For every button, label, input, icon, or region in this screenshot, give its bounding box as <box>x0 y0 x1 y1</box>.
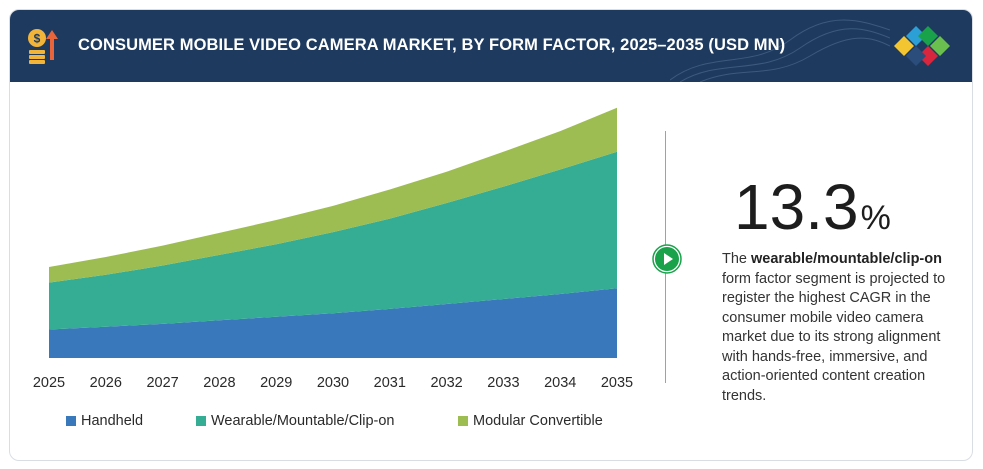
area-modular <box>49 107 617 283</box>
x-tick-label: 2027 <box>146 375 178 391</box>
legend-label-handheld: Handheld <box>81 413 144 429</box>
x-tick-label: 2032 <box>430 375 462 391</box>
x-tick-label: 2026 <box>90 375 122 391</box>
cagr-description: The wearable/mountable/clip-on form fact… <box>722 250 954 406</box>
desc-pre: The <box>722 251 752 267</box>
legend-item-handheld: Handheld <box>66 413 143 429</box>
svg-text:$: $ <box>34 32 41 46</box>
diamond-logo-icon <box>894 26 950 66</box>
play-icon <box>652 244 682 274</box>
chart-card: $ CONSUMER MOBILE VIDEO CAMERA MARKET, B… <box>9 9 973 461</box>
x-tick-label: 2033 <box>487 375 519 391</box>
x-tick-label: 2035 <box>601 375 633 391</box>
cagr-number: 13.3 <box>734 171 859 243</box>
legend-item-wearable: Wearable/Mountable/Clip-on <box>196 413 395 429</box>
legend-swatch-handheld <box>66 416 76 426</box>
legend-swatch-modular <box>458 416 468 426</box>
desc-bold: wearable/mountable/clip-on <box>751 251 942 267</box>
legend-item-modular: Modular Convertible <box>458 413 603 429</box>
cagr-value: 13.3% <box>734 170 891 255</box>
legend-swatch-wearable <box>196 416 206 426</box>
header-bar: $ CONSUMER MOBILE VIDEO CAMERA MARKET, B… <box>10 10 972 82</box>
x-tick-label: 2030 <box>317 375 349 391</box>
area-handheld <box>49 288 617 358</box>
legend-label-wearable: Wearable/Mountable/Clip-on <box>211 413 395 429</box>
legend-label-modular: Modular Convertible <box>473 413 603 429</box>
desc-post: form factor segment is projected to regi… <box>722 270 946 404</box>
decorative-waves <box>670 19 890 82</box>
area-wearable <box>49 151 617 330</box>
money-growth-icon: $ <box>28 29 58 64</box>
x-tick-label: 2031 <box>374 375 406 391</box>
cagr-unit: % <box>860 199 891 237</box>
x-tick-label: 2025 <box>33 375 65 391</box>
x-tick-label: 2034 <box>544 375 576 391</box>
chart-title: CONSUMER MOBILE VIDEO CAMERA MARKET, BY … <box>78 36 786 54</box>
x-tick-label: 2029 <box>260 375 292 391</box>
x-tick-label: 2028 <box>203 375 235 391</box>
